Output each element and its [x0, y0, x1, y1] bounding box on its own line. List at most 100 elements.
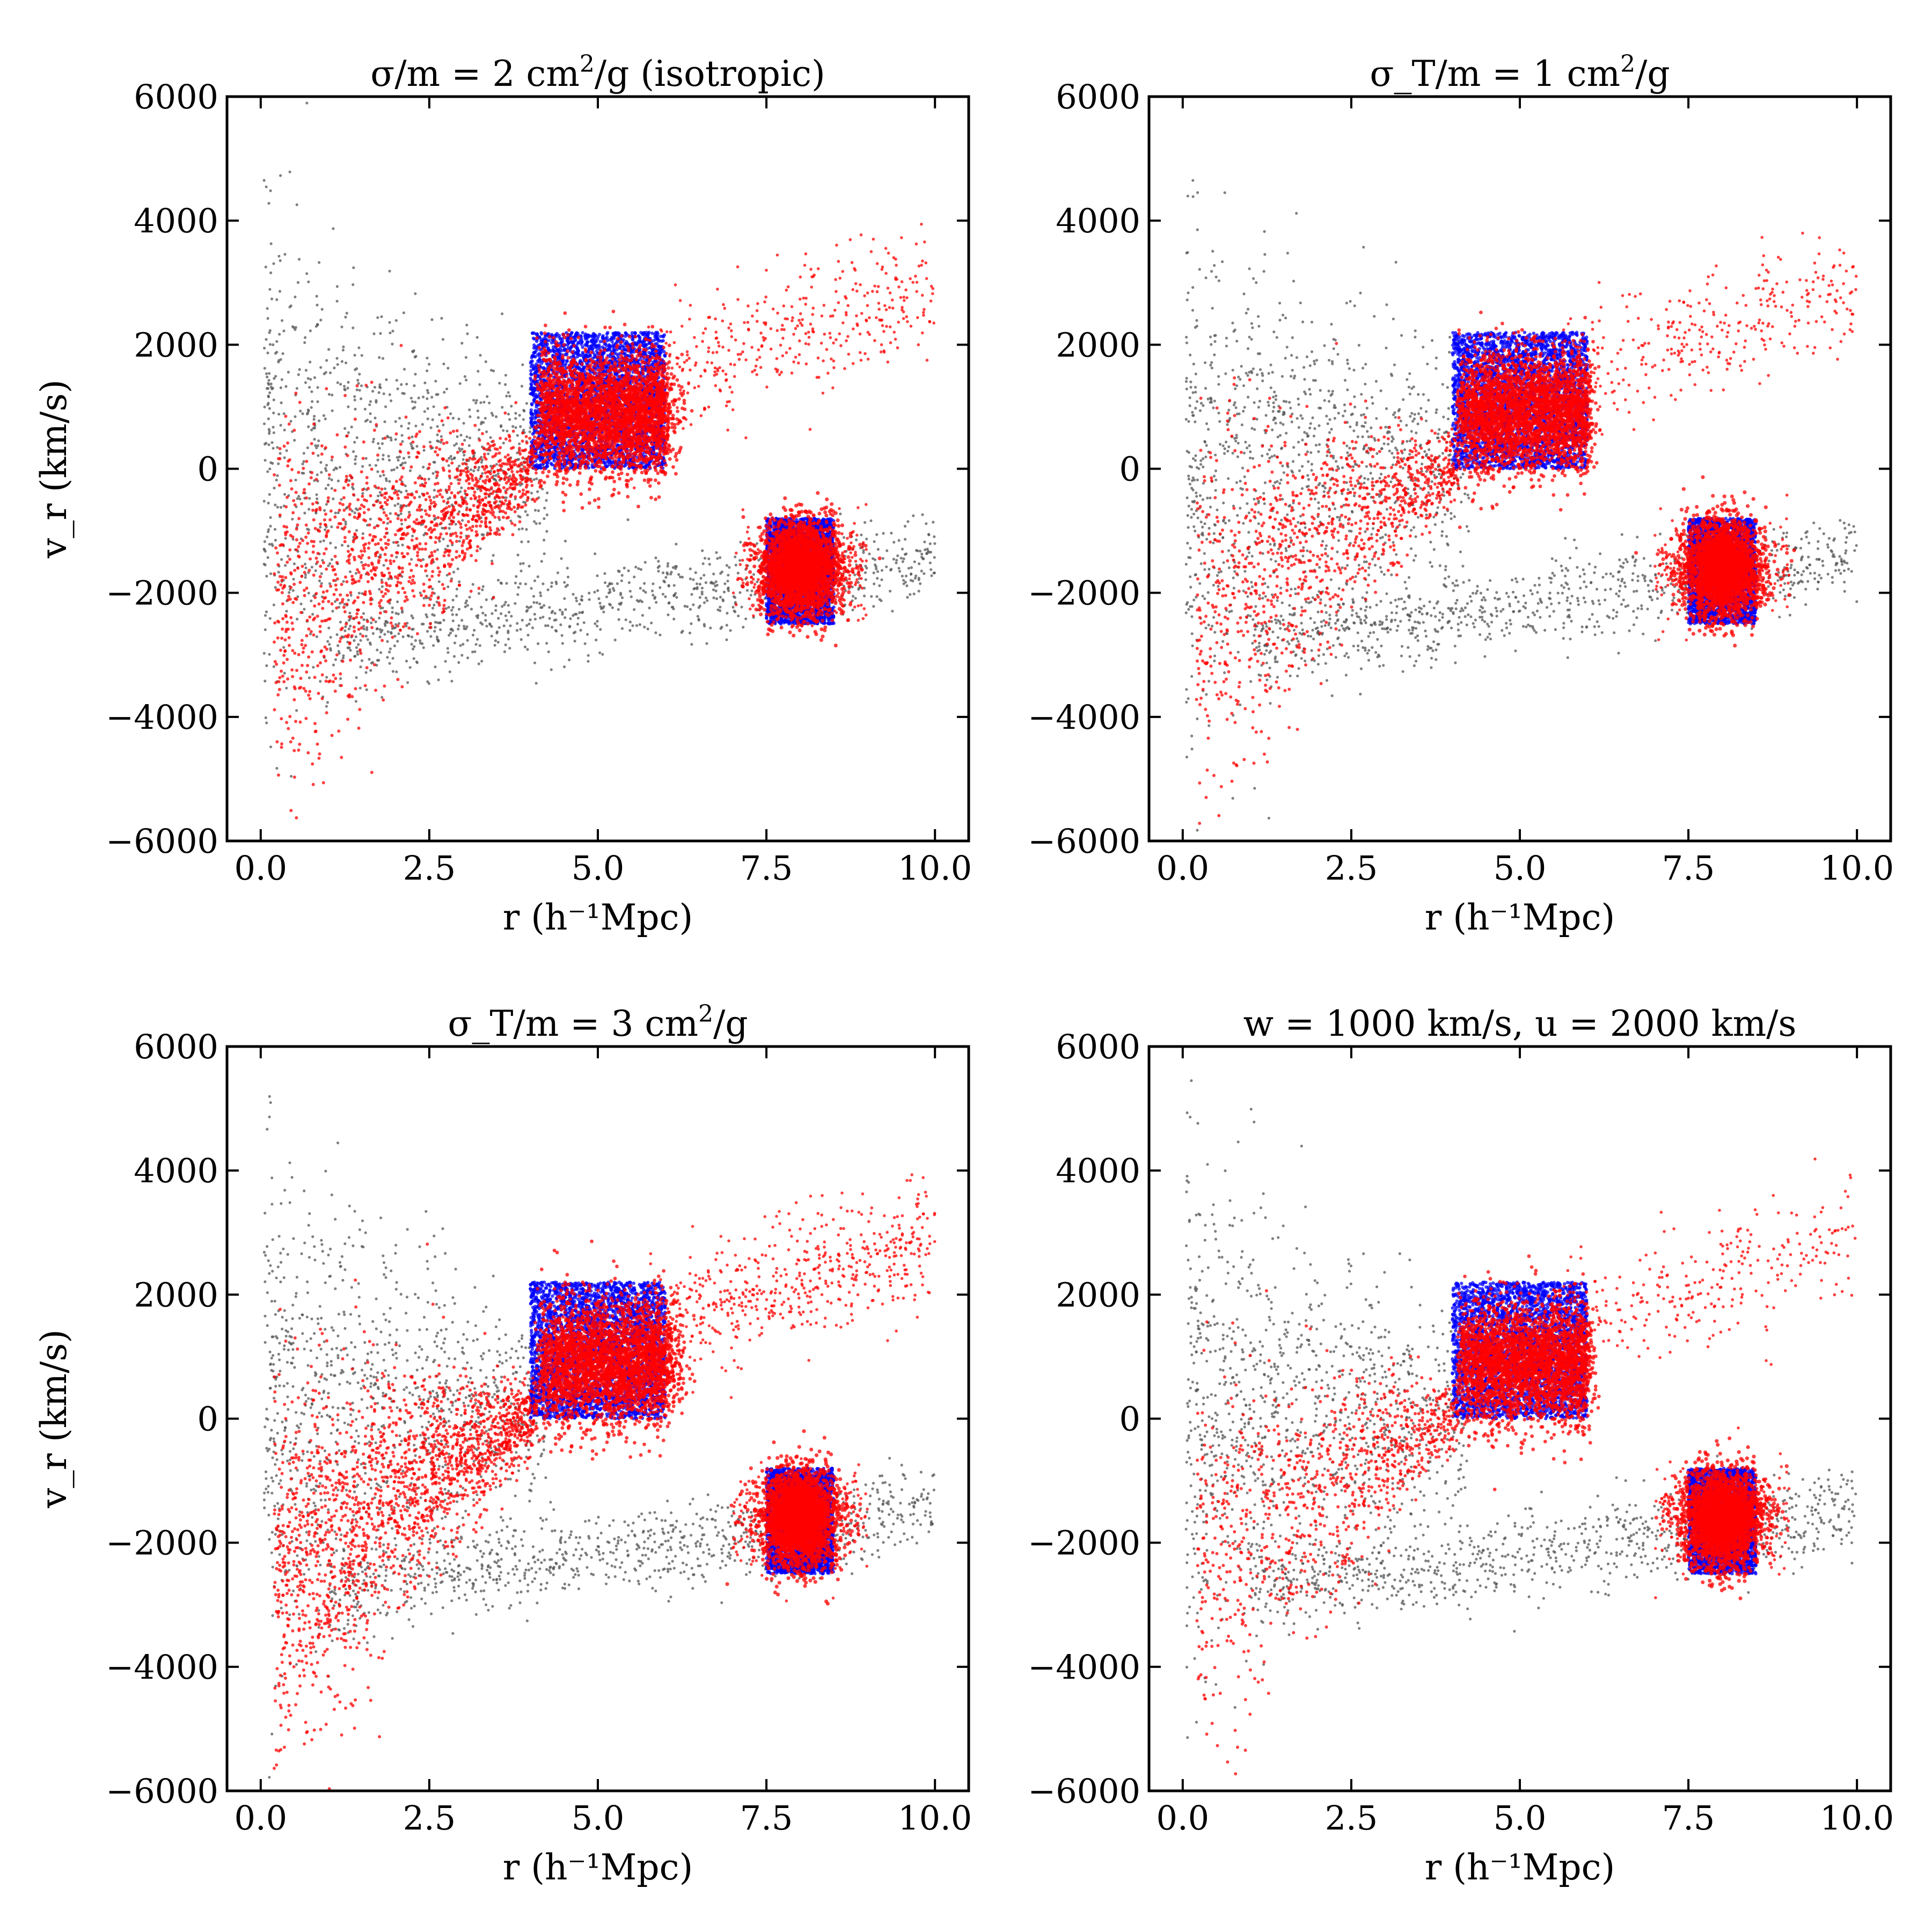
point-gray — [665, 572, 668, 574]
point-gray — [269, 461, 272, 464]
point-gray — [423, 410, 426, 413]
point-gray — [331, 610, 334, 612]
point-gray — [306, 413, 309, 415]
point-gray — [379, 386, 382, 389]
point-gray — [397, 612, 400, 615]
point-blue — [584, 353, 588, 356]
point-gray — [316, 635, 318, 638]
point-gray — [377, 659, 380, 662]
point-gray — [713, 582, 715, 585]
point-gray — [631, 624, 634, 627]
point-gray — [299, 409, 302, 412]
point-blue — [576, 341, 580, 345]
point-gray — [594, 623, 596, 625]
point-gray — [426, 357, 428, 360]
point-gray — [361, 354, 363, 357]
point-gray — [540, 560, 543, 562]
point-gray — [594, 552, 596, 555]
point-gray — [397, 459, 400, 462]
point-gray — [689, 567, 692, 570]
point-gray — [426, 630, 429, 633]
point-gray — [469, 415, 471, 418]
point-gray — [397, 632, 400, 635]
point-blue — [586, 340, 589, 343]
point-gray — [270, 386, 273, 389]
point-gray — [702, 562, 705, 565]
point-gray — [503, 603, 506, 606]
point-gray — [385, 378, 387, 381]
point-gray — [398, 456, 401, 458]
point-gray — [267, 402, 270, 405]
point-gray — [317, 444, 319, 447]
point-gray — [500, 612, 502, 615]
point-gray — [482, 585, 485, 588]
point-gray — [448, 527, 451, 530]
point-gray — [744, 618, 747, 620]
point-gray — [316, 304, 318, 306]
point-blue — [663, 333, 666, 336]
point-gray — [865, 579, 867, 581]
point-gray — [442, 363, 445, 365]
point-gray — [494, 639, 497, 642]
point-gray — [316, 497, 318, 500]
point-gray — [439, 628, 442, 631]
point-gray — [933, 535, 935, 538]
point-gray — [752, 573, 755, 576]
point-gray — [419, 642, 422, 645]
point-gray — [355, 635, 357, 638]
point-gray — [705, 642, 708, 645]
point-gray — [276, 474, 279, 477]
point-gray — [396, 601, 399, 603]
point-blue — [643, 465, 647, 468]
point-gray — [521, 385, 523, 387]
point-gray — [353, 395, 356, 398]
point-gray — [422, 466, 425, 469]
point-gray — [362, 612, 365, 615]
point-gray — [411, 444, 413, 447]
point-gray — [727, 589, 730, 592]
point-gray — [283, 429, 286, 431]
point-gray — [348, 612, 351, 614]
point-gray — [432, 472, 435, 475]
point-gray — [304, 336, 306, 339]
point-gray — [269, 329, 272, 332]
point-gray — [352, 283, 354, 286]
point-blue — [607, 460, 610, 464]
point-gray — [393, 469, 396, 471]
point-gray — [411, 614, 413, 617]
point-gray — [374, 416, 376, 419]
point-gray — [463, 627, 466, 630]
point-blue — [615, 352, 618, 355]
point-gray — [355, 507, 357, 510]
point-gray — [387, 455, 390, 457]
point-gray — [526, 648, 529, 651]
point-gray — [272, 262, 275, 265]
point-gray — [367, 638, 369, 641]
point-gray — [738, 559, 741, 562]
point-gray — [455, 613, 458, 616]
point-gray — [494, 609, 497, 612]
point-gray — [283, 672, 286, 675]
point-gray — [270, 383, 273, 385]
point-gray — [331, 393, 333, 396]
point-gray — [516, 622, 518, 625]
point-gray — [529, 618, 532, 621]
point-gray — [563, 665, 566, 668]
point-gray — [264, 628, 267, 631]
point-gray — [539, 594, 542, 597]
point-gray — [667, 613, 669, 616]
point-gray — [457, 628, 459, 631]
point-gray — [343, 630, 346, 632]
point-gray — [500, 582, 503, 585]
point-gray — [378, 447, 381, 450]
point-gray — [323, 372, 326, 375]
point-gray — [929, 543, 932, 545]
point-gray — [368, 658, 370, 661]
point-gray — [289, 420, 292, 422]
point-gray — [629, 620, 632, 623]
point-gray — [412, 628, 415, 631]
point-gray — [577, 617, 580, 619]
point-gray — [727, 580, 729, 582]
point-gray — [359, 633, 362, 635]
point-gray — [277, 463, 280, 465]
